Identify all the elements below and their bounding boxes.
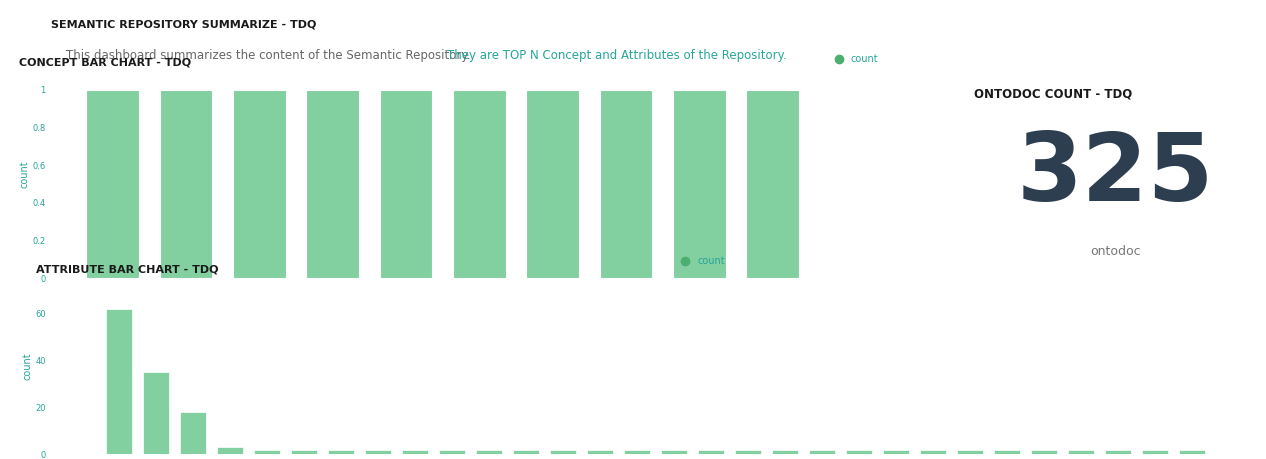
Bar (438, 450, 465, 454)
Bar (86, 90, 139, 278)
Text: This dashboard summarizes the content of the Semantic Repository.: This dashboard summarizes the content of… (66, 49, 471, 62)
Bar (253, 450, 280, 454)
Bar (772, 450, 798, 454)
Bar (105, 309, 132, 454)
Bar (549, 450, 576, 454)
Text: count: count (851, 54, 879, 64)
Bar (661, 450, 686, 454)
Text: ATTRIBUTE BAR CHART - TDQ: ATTRIBUTE BAR CHART - TDQ (37, 264, 219, 274)
Text: ONTODOC COUNT - TDQ: ONTODOC COUNT - TDQ (974, 88, 1132, 101)
Bar (143, 372, 168, 454)
Bar (920, 450, 946, 454)
Text: They are TOP N Concept and Attributes of the Repository.: They are TOP N Concept and Attributes of… (447, 49, 787, 62)
Text: count: count (698, 256, 725, 265)
Bar (882, 450, 909, 454)
Bar (233, 90, 286, 278)
Bar (957, 450, 982, 454)
Bar (160, 90, 213, 278)
Y-axis label: count: count (23, 353, 33, 380)
Bar (1105, 450, 1131, 454)
Bar (846, 450, 872, 454)
Bar (698, 450, 724, 454)
Bar (216, 448, 243, 454)
Text: CONCEPT BAR CHART - TDQ: CONCEPT BAR CHART - TDQ (19, 57, 191, 67)
Bar (476, 450, 501, 454)
Bar (380, 90, 433, 278)
Bar (1031, 450, 1057, 454)
Bar (453, 90, 505, 278)
Bar (401, 450, 428, 454)
Bar (513, 450, 538, 454)
Text: 325: 325 (1017, 129, 1214, 221)
Bar (734, 450, 761, 454)
Bar (600, 90, 652, 278)
Bar (527, 90, 579, 278)
Bar (328, 450, 353, 454)
Text: ontodoc: ontodoc (1090, 245, 1141, 258)
Bar (746, 90, 799, 278)
Y-axis label: count: count (20, 161, 30, 188)
Bar (365, 450, 390, 454)
Bar (291, 450, 316, 454)
Bar (674, 90, 725, 278)
Bar (1142, 450, 1167, 454)
Bar (306, 90, 360, 278)
Bar (624, 450, 649, 454)
Bar (180, 412, 205, 454)
X-axis label: concept.keyword: Descending: concept.keyword: Descending (365, 379, 522, 389)
Bar (809, 450, 834, 454)
Bar (994, 450, 1019, 454)
Bar (1179, 450, 1205, 454)
Bar (586, 450, 613, 454)
Text: SEMANTIC REPOSITORY SUMMARIZE - TDQ: SEMANTIC REPOSITORY SUMMARIZE - TDQ (51, 19, 316, 29)
Bar (1067, 450, 1094, 454)
